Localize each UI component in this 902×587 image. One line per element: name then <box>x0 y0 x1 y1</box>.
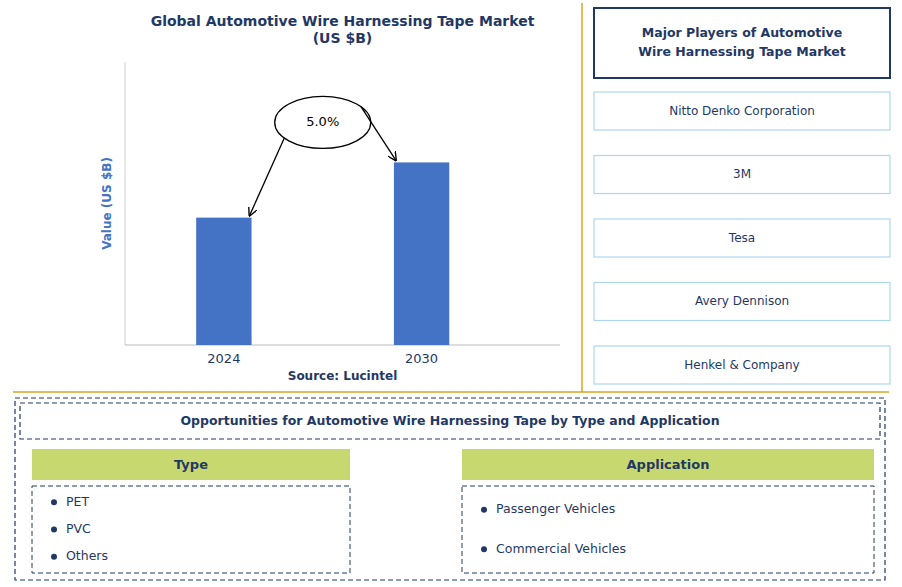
text-line: (US $B) <box>313 30 373 46</box>
source-text: Source: Lucintel <box>288 369 398 383</box>
text-line: Major Players of Automotive <box>642 25 842 40</box>
bullet <box>51 499 57 505</box>
opportunities-title: Opportunities for Automotive Wire Harnes… <box>180 413 719 428</box>
title: Global Automotive Wire Harnessing Tape M… <box>151 13 535 46</box>
bar <box>394 162 449 345</box>
cagr-label: 5.0% <box>306 114 339 129</box>
column-items-box <box>462 486 874 573</box>
column-header-box <box>32 449 350 480</box>
opportunities-title-box <box>20 403 880 439</box>
player-box <box>594 219 890 257</box>
y-axis-label: Value (US $B) <box>100 157 114 250</box>
x-axis-line <box>125 345 560 346</box>
player-box <box>594 92 890 130</box>
separator <box>13 391 889 393</box>
player-name: Avery Dennison <box>695 294 789 308</box>
player-name: Tesa <box>728 231 755 245</box>
bullet <box>481 546 487 552</box>
players-title: Major Players of Automotive Wire Harnessi… <box>638 25 845 59</box>
player-name: Henkel & Company <box>684 358 799 372</box>
player-name: Nitto Denko Corporation <box>669 104 815 118</box>
x-tick-label: 2024 <box>207 351 240 366</box>
player-box <box>594 346 890 384</box>
opportunities-frame <box>15 398 885 580</box>
chart: Global Automotive Wire Harnessing Tape M… <box>0 0 902 587</box>
cagr-arrow <box>361 107 396 161</box>
column-item: Others <box>66 548 108 563</box>
x-tick-label: 2030 <box>405 351 438 366</box>
bullet <box>481 507 487 513</box>
page: Global Automotive Wire Harnessing Tape M… <box>0 0 902 587</box>
player-box <box>594 283 890 321</box>
column-header: Application <box>627 457 710 472</box>
column-item: Passenger Vehicles <box>496 501 615 516</box>
column-item: Commercial Vehicles <box>496 541 626 556</box>
cagr-arrow <box>250 138 285 216</box>
cagr-ellipse <box>275 96 371 148</box>
column-item: PVC <box>66 521 91 536</box>
players-title-box <box>594 8 890 78</box>
bar <box>196 218 251 345</box>
column-header-box <box>462 449 874 480</box>
y-axis-line <box>125 62 126 345</box>
player-box <box>594 156 890 194</box>
text-line: Wire Harnessing Tape Market <box>638 44 845 59</box>
separator <box>581 3 583 392</box>
column-item: PET <box>66 494 89 509</box>
player-name: 3M <box>733 167 751 181</box>
column-items-box <box>32 486 350 573</box>
column-header: Type <box>174 457 208 472</box>
bullet <box>51 527 57 533</box>
bullet <box>51 554 57 560</box>
text-line: Global Automotive Wire Harnessing Tape M… <box>151 13 535 29</box>
bars <box>196 162 449 345</box>
